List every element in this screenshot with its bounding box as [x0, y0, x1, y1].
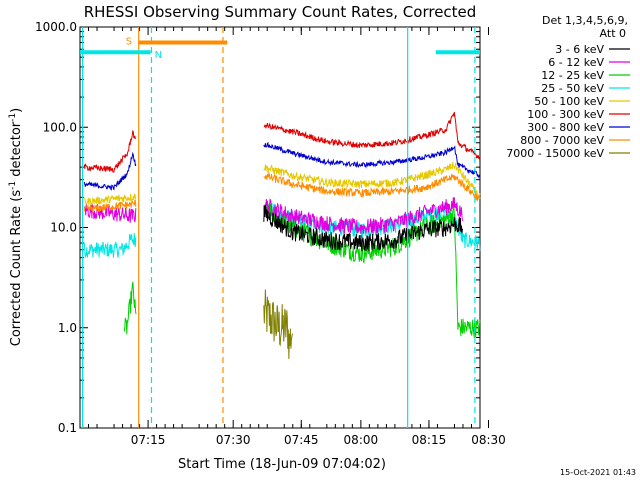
series-line: [263, 141, 481, 179]
x-tick-label: 08:30: [471, 433, 506, 447]
series-layer: [83, 111, 481, 360]
series-line: [263, 161, 481, 199]
series-line: [83, 129, 137, 173]
legend-label: 7000 - 15000 keV: [506, 147, 604, 160]
x-axis: 07:15 07:30 07:45 08:00 08:15 08:30: [79, 27, 506, 447]
y-tick-label: 1.0: [58, 321, 77, 335]
flag-label: S: [126, 37, 132, 48]
y-axis-label-exp2: -1: [8, 113, 18, 122]
series-line: [263, 205, 463, 252]
flag-label: N: [155, 50, 162, 61]
y-tick-label: 1000.0: [35, 20, 77, 34]
legend-label: 12 - 25 keV: [541, 69, 604, 82]
series-7000-15000keV: [263, 289, 293, 360]
y-axis-label-mid: detector: [9, 121, 24, 181]
y-axis-label: Corrected Count Rate (s-1 detector-1): [8, 108, 24, 346]
generated-timestamp: 15-Oct-2021 01:43: [560, 468, 636, 477]
vline-layer: [81, 27, 476, 428]
plot-area: SN: [80, 27, 481, 428]
series-line: [83, 199, 137, 213]
y-axis-label-exp1: -1: [8, 181, 18, 190]
legend-header-line-1: Det 1,3,4,5,6,9,: [542, 14, 628, 27]
legend-label: 25 - 50 keV: [541, 82, 604, 95]
legend-label: 6 - 12 keV: [548, 56, 604, 69]
flag-layer: SN: [80, 37, 480, 61]
series-line: [263, 111, 481, 161]
y-axis-label-main: Corrected Count Rate (s: [9, 190, 24, 347]
x-tick-label: 07:45: [284, 433, 319, 447]
y-tick-label: 0.1: [58, 421, 77, 435]
series-line: [83, 204, 137, 223]
y-tick-label: 10.0: [50, 221, 77, 235]
series-300-800keV: [83, 141, 481, 191]
chart-title: RHESSI Observing Summary Count Rates, Co…: [84, 3, 477, 21]
x-tick-label: 08:00: [344, 433, 379, 447]
legend-label: 100 - 300 keV: [527, 108, 604, 121]
x-tick-label: 07:15: [131, 433, 166, 447]
x-tick-label: 07:30: [216, 433, 251, 447]
series-line: [83, 232, 137, 258]
series-50-100keV: [83, 161, 481, 207]
legend-header-line-2: Att 0: [600, 27, 626, 40]
series-800-7000keV: [83, 171, 481, 213]
x-tick-label: 08:15: [412, 433, 447, 447]
series-100-300keV: [83, 111, 481, 173]
legend-label: 800 - 7000 keV: [520, 134, 604, 147]
series-line: [83, 151, 137, 191]
legend-label: 300 - 800 keV: [527, 121, 604, 134]
series-line: [263, 289, 293, 360]
x-axis-label: Start Time (18-Jun-09 07:04:02): [178, 457, 386, 472]
series-line: [263, 197, 463, 234]
y-tick-label: 100.0: [43, 120, 77, 134]
series-3-6keV: [263, 205, 463, 252]
y-axis-label-end: ): [9, 108, 24, 113]
series-line: [123, 281, 137, 335]
legend-label: 50 - 100 keV: [534, 95, 604, 108]
series-line: [83, 193, 137, 207]
series-line: [263, 171, 481, 203]
legend-label: 3 - 6 keV: [555, 43, 604, 56]
